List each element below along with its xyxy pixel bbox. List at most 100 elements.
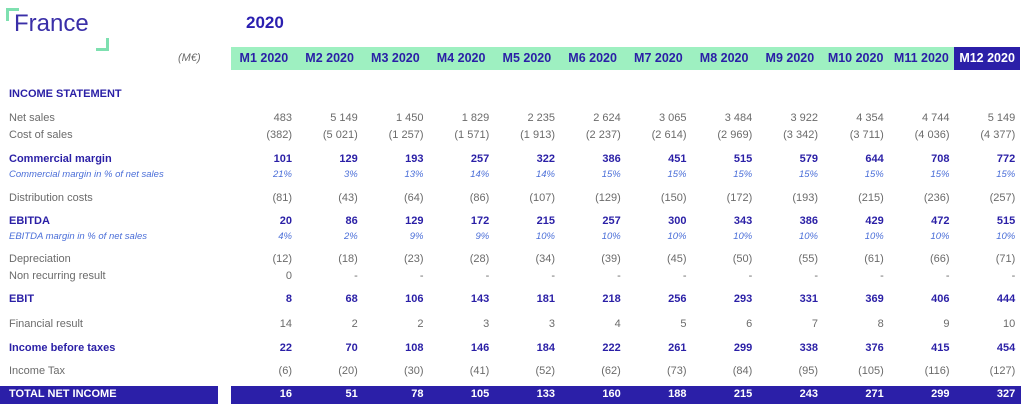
table-cell: (382): [266, 129, 292, 141]
table-cell: 322: [536, 153, 555, 165]
table-cell: 101: [273, 153, 292, 165]
table-cell: (28): [469, 253, 490, 265]
table-cell: 5 149: [330, 112, 358, 124]
table-cell: (30): [403, 365, 424, 377]
table-cell: (172): [726, 192, 753, 204]
table-cell: 14: [279, 318, 292, 330]
table-cell: 3 065: [658, 112, 687, 124]
table-cell: -: [354, 270, 358, 282]
table-cell: (55): [798, 253, 818, 265]
table-cell: (3 342): [783, 129, 818, 141]
table-cell: 6: [746, 318, 753, 330]
column-header: M12 2020: [954, 47, 1020, 70]
table-cell: 172: [470, 215, 490, 227]
row-label: Income Tax: [9, 365, 66, 377]
table-cell: (62): [601, 365, 621, 377]
table-cell: 70: [345, 342, 358, 354]
table-cell: 184: [536, 342, 555, 354]
table-cell: 215: [536, 215, 555, 227]
year-title: 2020: [246, 13, 284, 32]
table-cell: (64): [403, 192, 424, 204]
table-cell: 454: [996, 342, 1016, 354]
table-cell: 10%: [798, 231, 818, 242]
logo-bracket-bottom-right: [96, 38, 109, 51]
table-cell: 415: [931, 342, 950, 354]
table-cell: 2 624: [593, 112, 621, 124]
table-cell: -: [1011, 270, 1016, 282]
table-cell: (52): [535, 365, 555, 377]
table-cell: (73): [666, 365, 687, 377]
table-cell: 68: [345, 293, 358, 305]
table-cell: 9%: [409, 231, 424, 242]
table-cell: 708: [931, 153, 950, 165]
table-cell: 3: [483, 318, 490, 330]
table-cell: 4 354: [856, 112, 884, 124]
table-cell: 451: [668, 153, 687, 165]
column-header: M7 2020: [625, 47, 692, 70]
section-title: INCOME STATEMENT: [9, 88, 122, 100]
table-cell: (86): [469, 192, 490, 204]
column-header: M9 2020: [757, 47, 823, 70]
table-cell: -: [880, 270, 884, 282]
column-header: M5 2020: [494, 47, 560, 70]
table-cell: (1 571): [454, 129, 490, 141]
table-cell: 429: [865, 215, 884, 227]
table-cell: 21%: [272, 169, 292, 180]
table-cell: (1 913): [520, 129, 555, 141]
table-cell: 3: [548, 318, 555, 330]
table-cell: (1 257): [388, 129, 424, 141]
table-cell: (61): [864, 253, 884, 265]
table-cell: 338: [799, 342, 818, 354]
table-cell: (4 377): [980, 129, 1016, 141]
table-cell: 293: [733, 293, 753, 305]
table-cell: 218: [602, 293, 621, 305]
logo: [4, 6, 109, 52]
table-cell: 108: [405, 342, 424, 354]
table-cell: 15%: [601, 169, 621, 180]
row-label: Distribution costs: [9, 192, 93, 204]
table-cell: (107): [529, 192, 555, 204]
table-cell: 146: [470, 342, 490, 354]
total-cell: 160: [602, 388, 621, 400]
table-cell: 4 744: [921, 112, 950, 124]
total-cell: 16: [279, 388, 292, 400]
table-cell: (257): [989, 192, 1016, 204]
table-cell: 406: [931, 293, 950, 305]
table-cell: 10%: [667, 231, 687, 242]
table-cell: 483: [273, 112, 292, 124]
table-cell: -: [485, 270, 490, 282]
total-cell: 215: [733, 388, 753, 400]
row-label: Financial result: [9, 318, 83, 330]
table-cell: (45): [666, 253, 687, 265]
table-cell: (18): [338, 253, 358, 265]
total-cell: 271: [865, 388, 884, 400]
table-cell: 3%: [344, 169, 358, 180]
column-header: M11 2020: [888, 47, 955, 70]
table-cell: (129): [595, 192, 621, 204]
country-title: France: [14, 10, 89, 37]
table-cell: (41): [469, 365, 490, 377]
table-cell: 15%: [667, 169, 687, 180]
row-label: Non recurring result: [9, 270, 106, 282]
table-cell: (39): [601, 253, 621, 265]
table-cell: 2%: [344, 231, 358, 242]
table-cell: 515: [733, 153, 753, 165]
table-cell: (6): [278, 365, 292, 377]
table-cell: 369: [865, 293, 884, 305]
total-cell: 188: [668, 388, 687, 400]
table-cell: 5: [680, 318, 687, 330]
table-cell: (127): [989, 365, 1016, 377]
table-cell: (34): [535, 253, 555, 265]
table-cell: 20: [279, 215, 292, 227]
table-cell: (12): [272, 253, 292, 265]
table-cell: 129: [405, 215, 424, 227]
table-cell: -: [551, 270, 555, 282]
row-label: Depreciation: [9, 253, 71, 265]
logo-bracket-top-left: [6, 8, 19, 21]
table-cell: -: [945, 270, 950, 282]
row-label: Cost of sales: [9, 129, 73, 141]
row-label: EBITDA margin in % of net sales: [9, 231, 147, 242]
row-label: EBITDA: [9, 215, 50, 227]
table-cell: 10%: [601, 231, 621, 242]
table-cell: (84): [732, 365, 753, 377]
